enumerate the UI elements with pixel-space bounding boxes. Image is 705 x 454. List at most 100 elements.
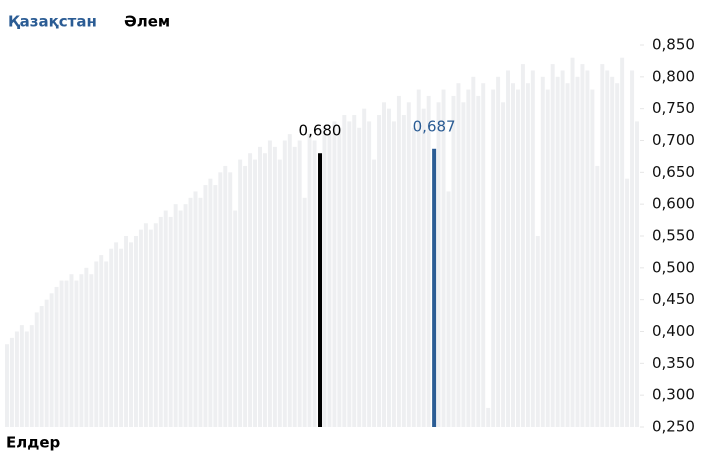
bar <box>138 229 143 427</box>
bar <box>337 127 342 428</box>
bar <box>133 236 138 427</box>
bar <box>119 248 124 427</box>
value-label: 0,687 <box>413 117 456 135</box>
bar <box>173 204 178 427</box>
bar <box>342 115 347 428</box>
x-axis-label: Елдер <box>6 434 61 452</box>
bar <box>188 197 193 427</box>
bar <box>610 76 615 427</box>
y-tick-label: 0,650 <box>652 163 695 181</box>
bar <box>312 140 317 427</box>
bar <box>595 165 600 427</box>
y-tick-label: 0,350 <box>652 354 695 372</box>
bar <box>262 153 267 427</box>
bar <box>153 223 158 427</box>
bar <box>496 76 501 427</box>
bar <box>163 210 168 427</box>
bar <box>411 127 416 428</box>
legend-world[interactable]: Әлем <box>124 13 170 31</box>
bar <box>5 344 9 427</box>
bar <box>277 159 282 427</box>
bar <box>94 261 99 427</box>
bar <box>506 70 511 427</box>
bar <box>625 178 630 427</box>
bar <box>74 280 79 427</box>
bar <box>178 210 183 427</box>
bar <box>29 325 34 427</box>
bar <box>382 102 386 428</box>
bar <box>327 134 332 427</box>
bar <box>486 407 491 427</box>
bar <box>377 115 382 428</box>
bar <box>590 89 595 428</box>
bar <box>535 236 540 427</box>
bar <box>39 306 44 427</box>
bar <box>406 102 411 428</box>
bar <box>347 121 352 428</box>
bar <box>49 293 54 427</box>
bar <box>9 337 14 427</box>
bar <box>466 89 471 428</box>
y-tick-label: 0,500 <box>652 258 695 276</box>
bar <box>14 331 19 427</box>
bar <box>238 159 243 427</box>
bar <box>550 64 555 427</box>
bar <box>282 140 287 427</box>
bar <box>545 89 550 428</box>
bar <box>540 76 545 427</box>
bar <box>287 134 292 427</box>
bar <box>44 299 49 427</box>
bar <box>198 197 203 427</box>
bar <box>148 229 153 427</box>
bar <box>64 280 69 427</box>
bar <box>362 108 367 428</box>
bar <box>481 83 486 427</box>
bar <box>520 64 525 427</box>
bar <box>401 115 406 428</box>
bar <box>530 70 535 427</box>
highlight-bar <box>432 148 437 427</box>
bar <box>451 95 456 427</box>
bar <box>580 64 585 427</box>
bar <box>24 331 29 427</box>
bar <box>352 115 357 428</box>
bar <box>570 57 575 427</box>
y-tick-label: 0,800 <box>652 67 695 85</box>
bar <box>515 89 520 428</box>
bar <box>233 210 238 427</box>
bar <box>605 70 610 427</box>
bar <box>183 204 188 427</box>
bar <box>476 95 481 427</box>
bar <box>59 280 64 427</box>
bar <box>615 83 620 427</box>
y-tick-label: 0,550 <box>652 227 695 245</box>
bar <box>491 89 496 428</box>
bar <box>223 165 228 427</box>
bar <box>391 121 396 428</box>
bar <box>426 95 431 427</box>
bar <box>218 172 223 427</box>
bar <box>228 172 233 427</box>
y-tick-label: 0,400 <box>652 322 695 340</box>
bar <box>99 255 104 427</box>
bar <box>203 185 208 427</box>
bar <box>129 242 133 427</box>
bar <box>243 165 248 427</box>
bar <box>322 127 327 428</box>
bar <box>168 216 173 427</box>
bar <box>456 83 461 427</box>
legend-kz[interactable]: Қазақстан <box>8 13 97 31</box>
y-tick-label: 0,750 <box>652 99 695 117</box>
bar <box>54 286 59 427</box>
bar <box>307 134 312 427</box>
bar <box>555 76 560 427</box>
y-tick-label: 0,450 <box>652 290 695 308</box>
bar <box>143 223 148 427</box>
bar <box>34 312 39 427</box>
bar <box>332 121 337 428</box>
bar <box>471 76 476 427</box>
bar <box>446 191 451 427</box>
bar <box>386 108 391 428</box>
bar <box>79 274 84 427</box>
y-tick-label: 0,600 <box>652 195 695 213</box>
